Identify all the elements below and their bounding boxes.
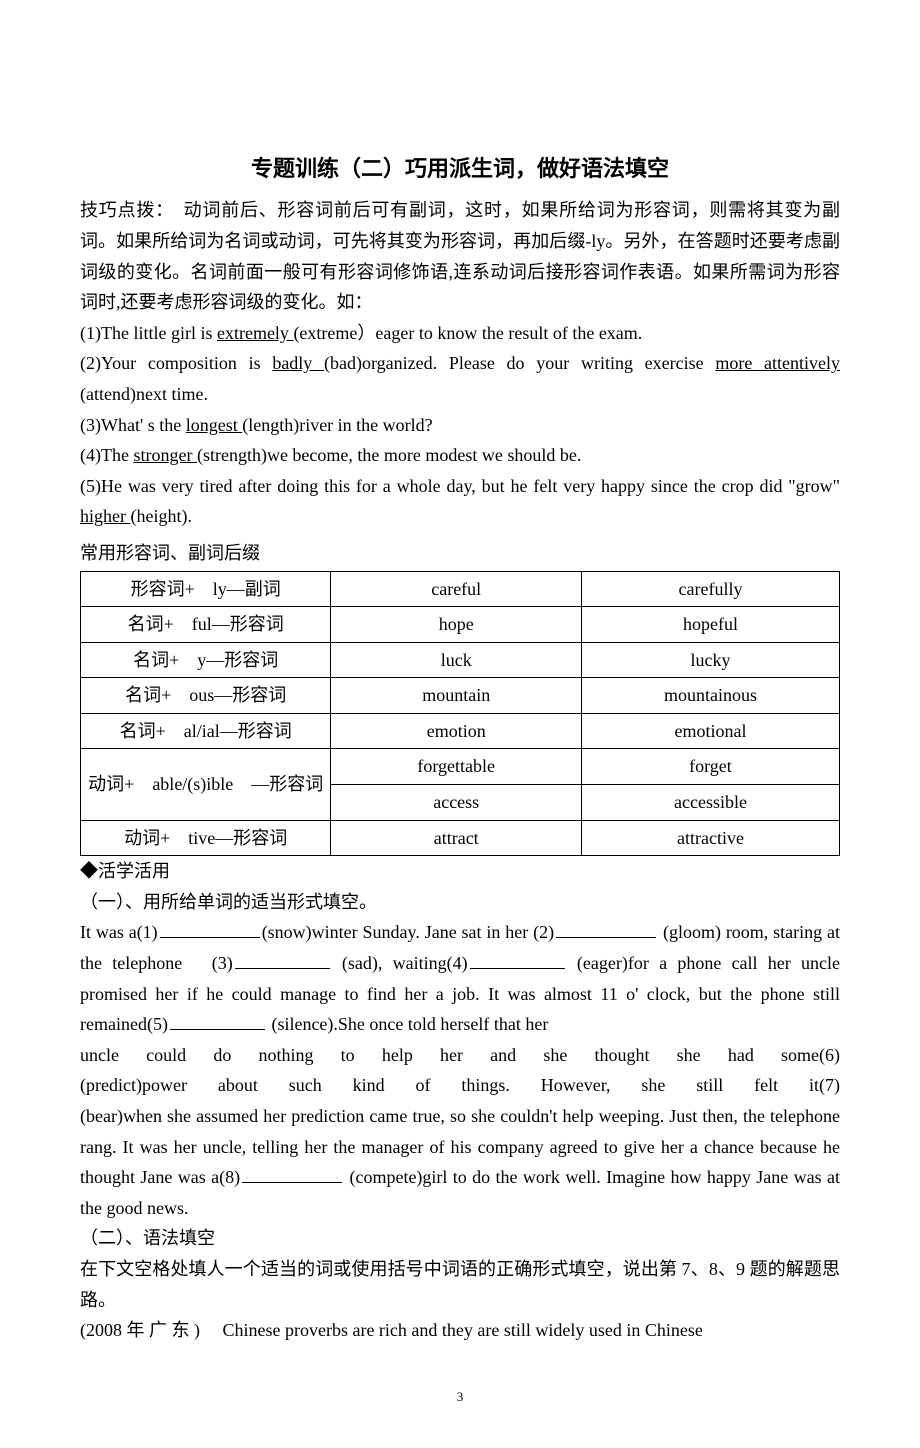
table-cell: accessible	[581, 785, 839, 821]
page-number: 3	[80, 1386, 840, 1408]
p1-text: (eager)for	[567, 953, 649, 973]
huoxue-label: ◆活学活用	[80, 856, 840, 887]
table-cell: mountain	[331, 678, 581, 714]
blank-5[interactable]	[170, 1011, 265, 1030]
section-2-label: （二）、语法填空	[80, 1223, 840, 1254]
table-cell: emotional	[581, 713, 839, 749]
ex5-u: higher	[80, 506, 130, 526]
table-row: 名词+ ous—形容词 mountain mountainous	[81, 678, 840, 714]
p1-text: It was a(1)	[80, 922, 158, 942]
p1-text: (predict)power about such kind of things…	[80, 1075, 840, 1095]
intro-text: 动词前后、形容词前后可有副词，这时，如果所给词为形容词，则需将其变为副词。如果所…	[80, 200, 840, 312]
ex2-c: (attend)next time.	[80, 384, 208, 404]
ex4-b: (strength)we become, the more modest we …	[197, 445, 581, 465]
table-label: 常用形容词、副词后缀	[80, 538, 840, 569]
table-cell: attractive	[581, 820, 839, 856]
ex2-u1: badly	[272, 353, 324, 373]
table-cell: access	[331, 785, 581, 821]
ex3-a: (3)What' s the	[80, 415, 186, 435]
p1-text: (sad), waiting(4)	[332, 953, 468, 973]
table-cell: forget	[581, 749, 839, 785]
ex5-b: (height).	[130, 506, 191, 526]
ex4-u: stronger	[133, 445, 196, 465]
section-1-label: （一）、用所给单词的适当形式填空。	[80, 887, 840, 918]
table-cell: hope	[331, 607, 581, 643]
table-row: 动词+ able/(s)ible —形容词 forgettable forget	[81, 749, 840, 785]
blank-1[interactable]	[160, 919, 260, 938]
blank-3[interactable]	[235, 950, 330, 969]
ex1-post: (extreme）eager to know the result of the…	[293, 323, 642, 343]
table-cell: luck	[331, 642, 581, 678]
table-row: 名词+ ful—形容词 hope hopeful	[81, 607, 840, 643]
ex2-a: (2)Your composition is	[80, 353, 272, 373]
ex2-b: (bad)organized. Please do your writing e…	[324, 353, 715, 373]
p1-text: (compete)girl to do the work	[344, 1167, 560, 1187]
example-1: (1)The little girl is extremely (extreme…	[80, 318, 840, 349]
p1-text: (gloom)	[658, 922, 721, 942]
example-4: (4)The stronger (strength)we become, the…	[80, 440, 840, 471]
table-cell-merged: 动词+ able/(s)ible —形容词	[81, 749, 331, 820]
intro-label: 技巧点拨：	[80, 200, 165, 220]
ex5-a: (5)He was very tired after doing this fo…	[80, 476, 840, 496]
passage-2: (2008 年 广 东 ) Chinese proverbs are rich …	[80, 1315, 840, 1346]
p1-text: (silence).She once told herself that her	[267, 1014, 548, 1034]
table-row: 形容词+ ly—副词 careful carefully	[81, 571, 840, 607]
table-cell: emotion	[331, 713, 581, 749]
ex1-underline: extremely	[217, 323, 293, 343]
example-3: (3)What' s the longest (length)river in …	[80, 410, 840, 441]
example-5: (5)He was very tired after doing this fo…	[80, 471, 840, 532]
table-cell: 名词+ ful—形容词	[81, 607, 331, 643]
table-cell: 名词+ ous—形容词	[81, 678, 331, 714]
p1-text: (snow)winter Sunday. Jane sat in her (2)	[262, 922, 554, 942]
example-2: (2)Your composition is badly (bad)organi…	[80, 348, 840, 409]
p1-text: (bear)when she assumed her prediction ca…	[80, 1106, 738, 1126]
table-row: 名词+ y—形容词 luck lucky	[81, 642, 840, 678]
table-cell: carefully	[581, 571, 839, 607]
ex1-pre: (1)The little girl is	[80, 323, 217, 343]
table-cell: lucky	[581, 642, 839, 678]
table-cell: forgettable	[331, 749, 581, 785]
intro-paragraph: 技巧点拨： 动词前后、形容词前后可有副词，这时，如果所给词为形容词，则需将其变为…	[80, 195, 840, 317]
table-cell: hopeful	[581, 607, 839, 643]
table-cell: attract	[331, 820, 581, 856]
table-cell: careful	[331, 571, 581, 607]
ex2-u2: more attentively	[715, 353, 840, 373]
table-row: 名词+ al/ial—形容词 emotion emotional	[81, 713, 840, 749]
table-cell: mountainous	[581, 678, 839, 714]
blank-8[interactable]	[242, 1164, 342, 1183]
passage-1: It was a(1) (snow)winter Sunday. Jane sat…	[80, 917, 840, 1223]
ex3-u: longest	[186, 415, 243, 435]
table-cell: 动词+ tive—形容词	[81, 820, 331, 856]
table-cell: 名词+ y—形容词	[81, 642, 331, 678]
suffix-table: 形容词+ ly—副词 careful carefully 名词+ ful—形容词…	[80, 571, 840, 857]
ex4-a: (4)The	[80, 445, 133, 465]
section-2-instr: 在下文空格处填人一个适当的词或使用括号中词语的正确形式填空，说出第 7、8、9 …	[80, 1254, 840, 1315]
p1-text: uncle could do nothing to help her and s…	[80, 1045, 840, 1065]
blank-2[interactable]	[556, 919, 656, 938]
ex3-b: (length)river in the world?	[242, 415, 432, 435]
table-cell: 名词+ al/ial—形容词	[81, 713, 331, 749]
table-cell: 形容词+ ly—副词	[81, 571, 331, 607]
table-row: 动词+ tive—形容词 attract attractive	[81, 820, 840, 856]
blank-4[interactable]	[470, 950, 565, 969]
page-title: 专题训练（二）巧用派生词，做好语法填空	[80, 150, 840, 187]
